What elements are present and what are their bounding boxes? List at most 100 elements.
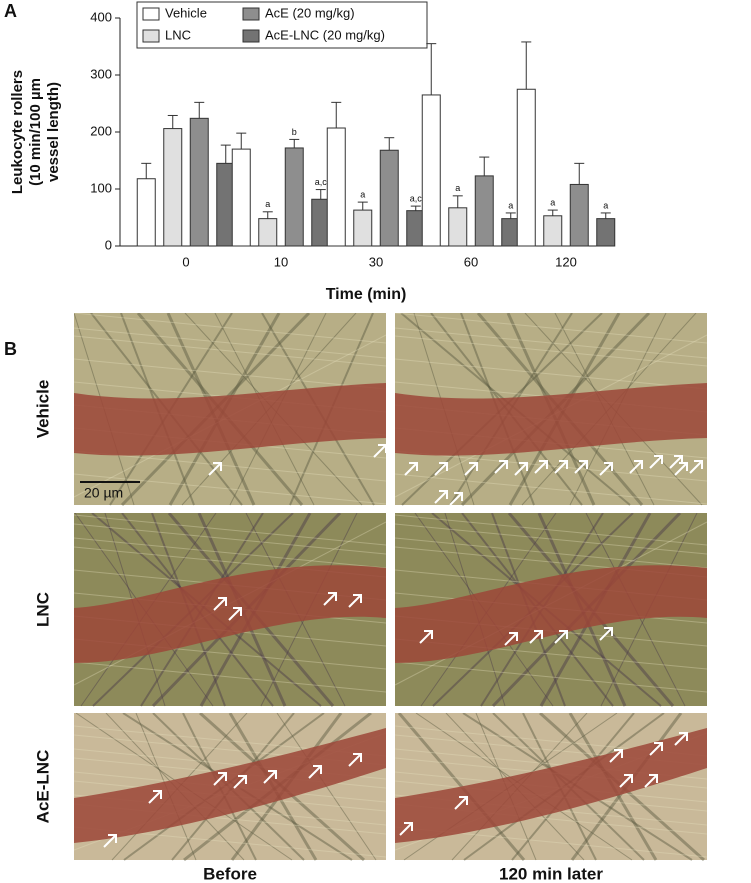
significance-label: a	[508, 200, 513, 210]
y-tick-label: 400	[90, 9, 112, 24]
fiber	[395, 335, 707, 367]
bar	[284, 147, 304, 247]
scale-bar-label: 20 µm	[84, 485, 123, 501]
bar	[421, 94, 441, 247]
arrow	[148, 790, 162, 804]
y-tick-label: 300	[90, 66, 112, 81]
arrow	[649, 455, 663, 469]
arrow	[348, 594, 362, 608]
arrow	[494, 460, 508, 474]
significance-label: a	[360, 189, 365, 199]
arrow	[669, 455, 683, 469]
vessel	[74, 565, 386, 663]
x-tick-label: 120	[555, 254, 577, 269]
bar	[516, 88, 536, 247]
y-axis-label-line: (10 min/100 µm	[27, 78, 44, 186]
fiber	[397, 713, 526, 861]
arrow	[323, 592, 337, 606]
significance-label: b	[292, 127, 297, 137]
arrow	[434, 490, 448, 504]
legend-label: AcE-LNC (20 mg/kg)	[265, 27, 385, 42]
fiber	[74, 523, 386, 555]
x-tick-label: 10	[274, 254, 288, 269]
bar	[543, 215, 563, 247]
panel-label: B	[4, 339, 17, 359]
fiber	[395, 523, 707, 555]
arrow	[649, 742, 663, 756]
arrow	[674, 732, 688, 746]
micrograph	[395, 313, 707, 507]
legend-label: AcE (20 mg/kg)	[265, 5, 355, 20]
arrow	[373, 444, 386, 458]
arrow	[419, 630, 433, 644]
x-tick-label: 60	[464, 254, 478, 269]
arrow	[599, 627, 613, 641]
fiber	[74, 473, 386, 505]
panel-label: A	[4, 1, 17, 21]
x-tick-label: 30	[369, 254, 383, 269]
legend-swatch	[142, 7, 160, 21]
arrow	[208, 462, 222, 476]
significance-label: a	[603, 200, 608, 210]
fiber	[74, 327, 386, 359]
micrograph	[74, 513, 386, 708]
bar	[474, 175, 494, 247]
vessel	[395, 728, 707, 843]
y-tick-label: 0	[105, 237, 112, 252]
bar	[136, 178, 156, 247]
y-axis-label: Leukocyte rollers (10 min/100 µm vessel …	[9, 70, 62, 194]
micrograph	[74, 313, 386, 507]
arrow	[574, 460, 588, 474]
y-tick-label: 200	[90, 123, 112, 138]
bar	[163, 128, 183, 247]
arrow	[529, 630, 543, 644]
y-tick-label: 100	[90, 180, 112, 195]
bar	[231, 148, 251, 247]
legend-swatch	[242, 7, 260, 21]
legend-label: Vehicle	[165, 5, 207, 20]
significance-label: a,c	[410, 193, 423, 203]
arrow	[404, 462, 418, 476]
arrow	[399, 822, 413, 836]
arrow	[434, 462, 448, 476]
arrow	[599, 462, 613, 476]
x-tick-label: 0	[182, 254, 189, 269]
fiber	[74, 450, 386, 482]
fiber	[395, 514, 707, 546]
bar	[258, 218, 278, 247]
fiber	[74, 358, 386, 390]
bar	[353, 209, 373, 247]
bar	[326, 127, 346, 247]
legend-label: LNC	[165, 27, 191, 42]
fiber	[395, 473, 707, 505]
arrow	[619, 774, 633, 788]
arrow	[554, 460, 568, 474]
arrow	[103, 834, 117, 848]
legend-swatch	[142, 29, 160, 43]
bar	[448, 207, 468, 247]
fiber	[74, 537, 386, 569]
significance-label: a	[455, 183, 460, 193]
y-axis-label-line: Leukocyte rollers	[9, 70, 26, 194]
arrow	[454, 796, 468, 810]
column-label: Before	[203, 864, 257, 883]
y-axis-label-line: vessel length)	[45, 82, 62, 182]
arrow	[228, 607, 242, 621]
fiber	[395, 537, 707, 569]
significance-label: a,c	[315, 177, 328, 187]
x-axis-label: Time (min)	[326, 286, 407, 303]
fiber	[395, 358, 707, 390]
vessel	[395, 383, 707, 456]
arrow	[674, 462, 688, 476]
fiber	[74, 313, 386, 344]
arrow	[348, 753, 362, 767]
arrow	[609, 749, 623, 763]
arrow	[514, 462, 528, 476]
arrow	[504, 632, 518, 646]
arrow	[233, 775, 247, 789]
arrow	[554, 630, 568, 644]
bar	[379, 149, 399, 247]
arrow	[308, 765, 322, 779]
